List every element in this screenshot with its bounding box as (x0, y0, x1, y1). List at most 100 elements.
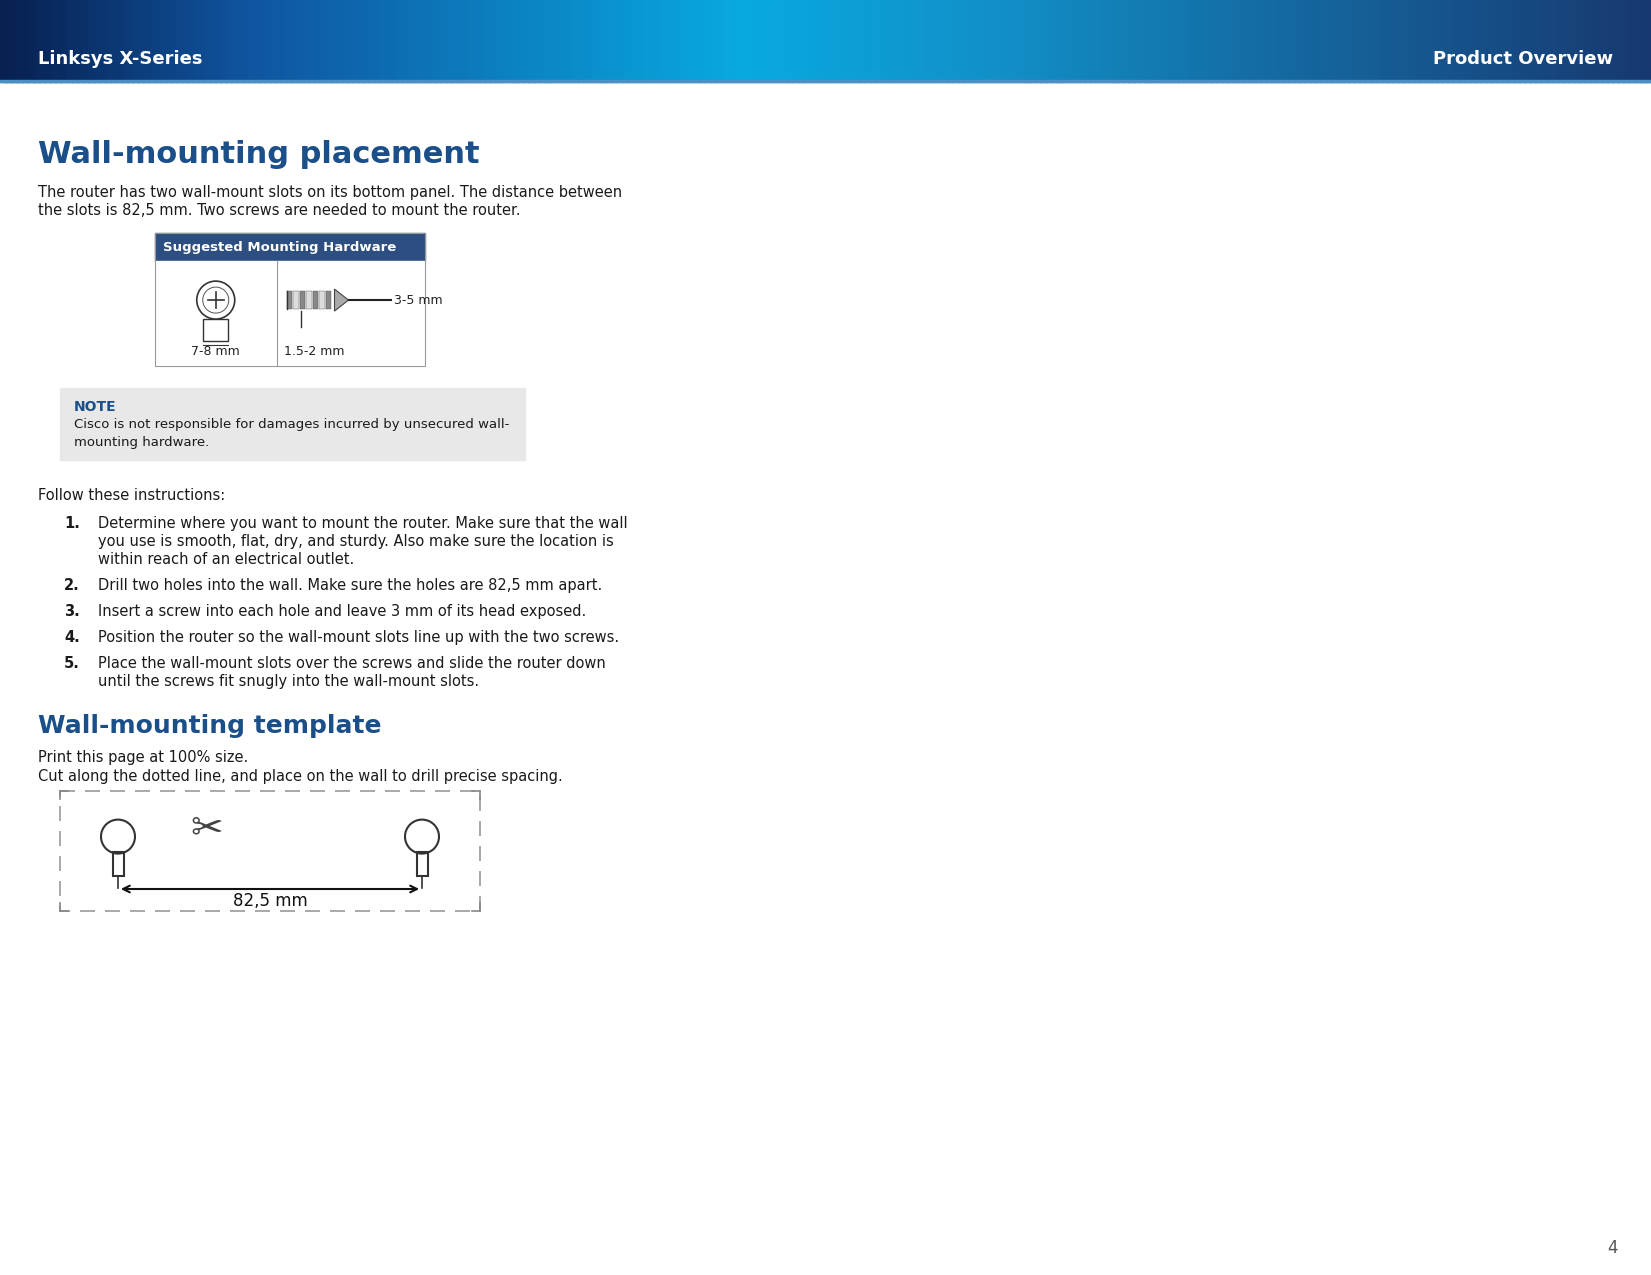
Bar (203, 0, 210, 82)
Bar (210, 0, 216, 82)
Bar (269, 0, 276, 82)
Bar (953, 0, 959, 82)
Bar (319, 291, 325, 309)
Bar (1293, 0, 1299, 82)
Bar (616, 0, 622, 82)
Text: Cut along the dotted line, and place on the wall to drill precise spacing.: Cut along the dotted line, and place on … (38, 769, 563, 784)
Bar (182, 0, 188, 82)
Bar (276, 0, 282, 82)
Bar (507, 0, 513, 82)
Bar (1304, 0, 1311, 82)
Text: Follow these instructions:: Follow these instructions: (38, 488, 225, 504)
Text: Wall-mounting placement: Wall-mounting placement (38, 140, 480, 170)
Bar (1486, 0, 1493, 82)
Bar (368, 0, 375, 82)
Bar (358, 0, 365, 82)
Bar (523, 0, 530, 82)
Bar (1354, 0, 1360, 82)
Bar (297, 0, 304, 82)
Bar (566, 0, 573, 82)
Bar (583, 0, 589, 82)
Bar (165, 0, 172, 82)
Bar (1547, 0, 1554, 82)
Bar (1078, 0, 1085, 82)
Bar (451, 0, 457, 82)
Bar (672, 0, 679, 82)
Bar (1342, 0, 1349, 82)
Bar (1073, 0, 1080, 82)
Bar (155, 233, 424, 366)
Bar (837, 0, 844, 82)
Bar (1057, 0, 1063, 82)
Bar (1200, 0, 1207, 82)
Bar (1243, 0, 1250, 82)
Bar (170, 0, 177, 82)
Bar (1309, 0, 1316, 82)
Bar (59, 388, 525, 460)
Bar (28, 0, 35, 82)
Bar (226, 0, 233, 82)
Bar (632, 0, 639, 82)
Bar (875, 0, 882, 82)
Bar (1514, 0, 1521, 82)
Bar (1436, 0, 1443, 82)
Bar (748, 0, 755, 82)
Bar (0, 0, 7, 82)
Bar (127, 0, 134, 82)
Bar (264, 0, 271, 82)
Bar (299, 291, 305, 309)
Bar (677, 0, 684, 82)
Bar (1299, 0, 1306, 82)
Bar (1095, 0, 1101, 82)
Bar (1332, 0, 1339, 82)
Bar (1530, 0, 1537, 82)
Bar (253, 0, 259, 82)
Bar (969, 0, 976, 82)
Bar (814, 0, 821, 82)
Bar (1398, 0, 1405, 82)
Bar (83, 0, 89, 82)
Bar (517, 0, 523, 82)
Bar (1266, 0, 1273, 82)
Bar (1128, 0, 1134, 82)
Bar (804, 0, 811, 82)
Bar (1370, 0, 1377, 82)
Bar (1134, 0, 1141, 82)
Bar (908, 0, 915, 82)
Bar (1085, 0, 1091, 82)
Bar (1415, 0, 1422, 82)
Bar (59, 790, 480, 912)
Text: the slots is 82,5 mm. Two screws are needed to mount the router.: the slots is 82,5 mm. Two screws are nee… (38, 203, 520, 218)
Bar (589, 0, 596, 82)
Bar (54, 0, 61, 82)
Text: Print this page at 100% size.: Print this page at 100% size. (38, 750, 248, 765)
Bar (1349, 0, 1355, 82)
Bar (1613, 0, 1620, 82)
Bar (533, 0, 540, 82)
Bar (1535, 0, 1542, 82)
Bar (859, 0, 865, 82)
Bar (1392, 0, 1398, 82)
Bar (193, 0, 200, 82)
Text: Determine where you want to mount the router. Make sure that the wall: Determine where you want to mount the ro… (97, 516, 627, 530)
Bar (50, 0, 56, 82)
Bar (17, 0, 23, 82)
Text: Linksys X-Series: Linksys X-Series (38, 50, 203, 68)
Bar (1035, 0, 1042, 82)
Bar (203, 319, 228, 342)
Bar (1118, 0, 1124, 82)
Bar (1623, 0, 1630, 82)
Bar (1573, 0, 1580, 82)
Bar (149, 0, 155, 82)
Bar (94, 0, 101, 82)
Bar (5, 0, 12, 82)
Bar (896, 0, 903, 82)
Bar (1420, 0, 1426, 82)
Bar (887, 0, 893, 82)
Bar (99, 0, 106, 82)
Bar (66, 0, 73, 82)
Text: NOTE: NOTE (74, 400, 117, 414)
Bar (474, 0, 480, 82)
Bar (479, 0, 485, 82)
Bar (1052, 0, 1058, 82)
